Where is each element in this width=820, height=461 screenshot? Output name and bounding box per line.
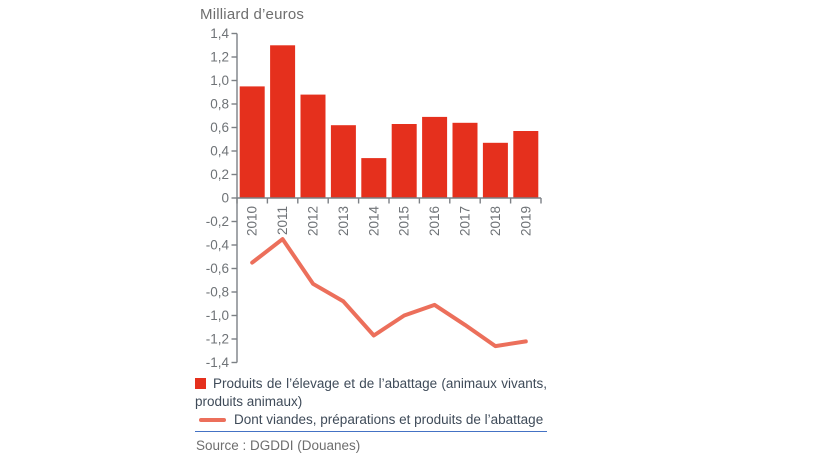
y-tick-label: -0,2 xyxy=(206,214,229,229)
bar-2019 xyxy=(513,131,539,198)
y-tick-label: 1,4 xyxy=(210,26,229,41)
bar-2016 xyxy=(422,116,448,198)
x-category-label-2018: 2018 xyxy=(488,206,503,236)
x-category-label-2011: 2011 xyxy=(275,206,290,235)
chart-title: Milliard d’euros xyxy=(200,6,305,23)
x-category-label-2019: 2019 xyxy=(518,206,533,236)
legend-item-line: Dont viandes, préparations et produits d… xyxy=(195,411,547,429)
bar-2014 xyxy=(361,158,387,198)
y-tick-label: -1,0 xyxy=(206,308,229,323)
y-tick-label: -0,6 xyxy=(206,261,229,276)
source-separator-line xyxy=(195,431,547,432)
x-category-label-2015: 2015 xyxy=(397,206,412,236)
x-category-label-2013: 2013 xyxy=(336,206,351,236)
x-category-label-2016: 2016 xyxy=(427,206,442,236)
legend: Produits de l’élevage et de l’abattage (… xyxy=(195,375,547,429)
legend-item-bars-label: Produits de l’élevage et de l’abattage (… xyxy=(195,376,547,409)
bar-2018 xyxy=(482,142,508,198)
y-tick-label: 0,8 xyxy=(210,97,229,112)
bar-2010 xyxy=(239,86,265,198)
bar-2015 xyxy=(391,124,417,198)
y-tick-label: -1,2 xyxy=(206,332,229,347)
bar-2012 xyxy=(300,94,326,198)
y-tick-label: 0,4 xyxy=(210,144,229,159)
bar-series-swatch-icon xyxy=(195,378,206,389)
x-category-label-2017: 2017 xyxy=(458,206,473,236)
y-tick-label: 0 xyxy=(221,191,229,206)
bar-2011 xyxy=(270,45,296,199)
line-series-swatch-icon xyxy=(199,418,226,422)
line-series xyxy=(250,237,528,349)
source-text: Source : DGDDI (Douanes) xyxy=(196,438,361,453)
y-tick-label: 0,2 xyxy=(210,167,229,182)
y-tick-label: 1,2 xyxy=(210,50,229,65)
y-tick-label: 0,6 xyxy=(210,120,229,135)
y-tick-label: -0,8 xyxy=(206,285,229,300)
legend-item-line-label: Dont viandes, préparations et produits d… xyxy=(234,412,544,427)
legend-item-bars: Produits de l’élevage et de l’abattage (… xyxy=(195,375,547,410)
bar-2013 xyxy=(330,125,356,198)
bar-2017 xyxy=(452,122,478,198)
y-tick-label: -1,4 xyxy=(206,355,230,370)
x-category-label-2010: 2010 xyxy=(245,206,260,236)
y-tick-label: -0,4 xyxy=(206,238,230,253)
y-tick-label: 1,0 xyxy=(210,73,229,88)
x-category-label-2014: 2014 xyxy=(366,206,381,237)
x-category-label-2012: 2012 xyxy=(306,206,321,236)
